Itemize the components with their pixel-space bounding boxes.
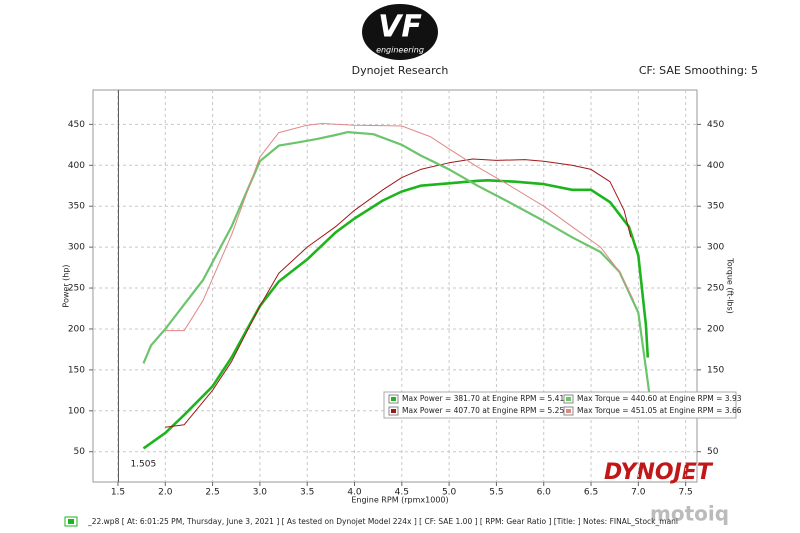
x-tick-label: 5.0 <box>442 488 457 498</box>
chart-subtitle: CF: SAE Smoothing: 5 <box>639 64 758 77</box>
legend-label: Max Torque = 440.60 at Engine RPM = 3.93 <box>577 394 742 403</box>
x-tick-label: 3.5 <box>300 488 314 498</box>
y2-tick-label: 150 <box>707 365 724 375</box>
vf-logo: VF <box>378 10 422 45</box>
chart-title: Dynojet Research <box>352 64 449 77</box>
legend-label: Max Power = 407.70 at Engine RPM = 5.25 <box>402 406 564 415</box>
x-tick-label: 6.5 <box>584 488 598 498</box>
footer-text: _22.wp8 [ At: 6:01:25 PM, Thursday, June… <box>87 517 678 526</box>
y2-tick-label: 450 <box>707 120 724 130</box>
y-tick-label: 450 <box>68 120 85 130</box>
y-tick-label: 400 <box>68 161 85 171</box>
x-axis-label: Engine RPM (rpmx1000) <box>351 496 448 505</box>
y2-axis-label: Torque (ft-lbs) <box>726 257 735 314</box>
x-tick-label: 1.5 <box>111 488 125 498</box>
series-line <box>165 123 635 332</box>
legend-label: Max Torque = 451.05 at Engine RPM = 3.66 <box>577 406 742 415</box>
x-tick-label: 6.0 <box>537 488 552 498</box>
series-line <box>142 179 650 450</box>
y-tick-label: 150 <box>68 365 85 375</box>
footer-icon-fill <box>68 519 74 524</box>
y-tick-label: 50 <box>74 447 86 457</box>
x-tick-label: 4.5 <box>395 488 409 498</box>
x-tick-label: 4.0 <box>347 488 362 498</box>
y2-tick-label: 250 <box>707 284 724 294</box>
legend-label: Max Power = 381.70 at Engine RPM = 5.41 <box>402 394 564 403</box>
legend-swatch <box>391 409 396 413</box>
series-line <box>142 131 651 397</box>
dynojet-logo: DYNOJET <box>604 460 714 485</box>
x-tick-label: 7.5 <box>678 488 692 498</box>
x-tick-label: 2.5 <box>205 488 219 498</box>
motoiq-logo: motoiq <box>650 502 729 526</box>
series-line <box>165 158 632 428</box>
x-tick-label: 3.0 <box>253 488 268 498</box>
x-tick-label: 7.0 <box>631 488 646 498</box>
legend-swatch <box>566 397 571 401</box>
legend-swatch <box>391 397 396 401</box>
y2-tick-label: 350 <box>707 202 724 212</box>
vf-logo-sub: engineering <box>376 46 424 55</box>
y-tick-label: 300 <box>68 243 85 253</box>
y-axis-label: Power (hp) <box>62 264 71 307</box>
legend-box <box>383 391 737 419</box>
y-tick-label: 250 <box>68 284 85 294</box>
y2-tick-label: 200 <box>707 324 724 334</box>
x-tick-label: 5.5 <box>489 488 503 498</box>
legend-swatch <box>566 409 571 413</box>
plot-area <box>92 89 698 483</box>
y-tick-label: 350 <box>68 202 85 212</box>
cursor-label: 1.505 <box>130 460 156 470</box>
vf-logo-bg <box>362 4 438 60</box>
y2-tick-label: 50 <box>707 447 719 457</box>
y-tick-label: 200 <box>68 324 85 334</box>
y2-tick-label: 300 <box>707 243 724 253</box>
y2-tick-label: 400 <box>707 161 724 171</box>
y-tick-label: 100 <box>68 406 85 416</box>
x-tick-label: 2.0 <box>158 488 173 498</box>
